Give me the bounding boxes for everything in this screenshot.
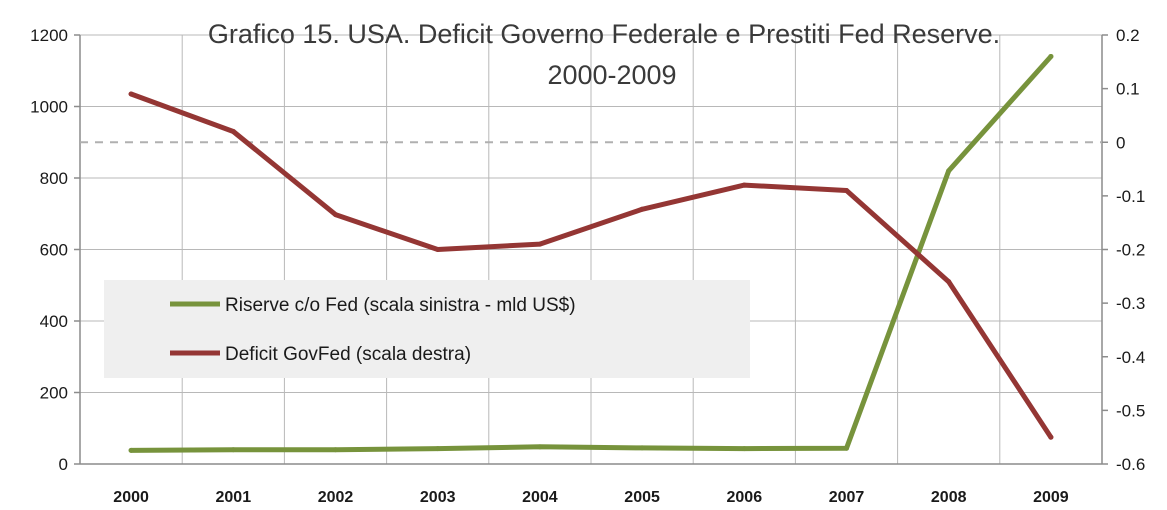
chart-title-line-1: Grafico 15. USA. Deficit Governo Federal… <box>208 19 1000 49</box>
legend-label-deficit: Deficit GovFed (scala destra) <box>225 344 471 365</box>
x-tick-label: 2009 <box>1033 489 1069 506</box>
left-tick-label: 200 <box>40 384 68 403</box>
grid-lines <box>79 34 1103 465</box>
x-tick-label: 2008 <box>931 489 967 506</box>
right-tick-label: 0.1 <box>1116 80 1140 99</box>
point-riserve-2002 <box>333 447 338 453</box>
left-tick-label: 0 <box>59 455 68 474</box>
right-tick-label: -0.1 <box>1116 187 1145 206</box>
x-tick-label: 2005 <box>624 489 660 506</box>
right-tick-label: 0.2 <box>1116 26 1140 45</box>
point-riserve-2007 <box>844 445 849 451</box>
point-riserve-2003 <box>435 446 441 452</box>
legend <box>104 280 750 378</box>
point-deficit-2000 <box>128 91 134 97</box>
left-tick-label: 400 <box>40 312 68 331</box>
left-tick-label: 1200 <box>30 26 68 45</box>
x-tick-label: 2000 <box>113 489 149 506</box>
x-tick-label: 2001 <box>216 489 252 506</box>
right-tick-label: -0.3 <box>1116 294 1145 313</box>
x-tick-label: 2003 <box>420 489 456 506</box>
point-riserve-2009 <box>1048 53 1054 59</box>
x-tick-label: 2004 <box>522 489 558 506</box>
right-tick-label: -0.6 <box>1116 455 1145 474</box>
point-deficit-2006 <box>741 182 747 188</box>
left-tick-label: 800 <box>40 169 68 188</box>
right-tick-label: -0.5 <box>1116 401 1145 420</box>
x-tick-label: 2002 <box>318 489 354 506</box>
right-tick-label: -0.2 <box>1116 241 1145 260</box>
x-tick-label: 2006 <box>727 489 763 506</box>
point-riserve-2008 <box>946 168 952 174</box>
right-tick-label: -0.4 <box>1116 348 1145 367</box>
left-tick-label: 600 <box>40 241 68 260</box>
point-deficit-2002 <box>333 212 338 218</box>
series-line-deficit <box>128 91 1054 440</box>
point-riserve-2001 <box>230 447 236 453</box>
axes <box>74 34 1108 465</box>
legend-label-riserve: Riserve c/o Fed (scala sinistra - mld US… <box>225 295 576 316</box>
point-deficit-2003 <box>435 247 441 252</box>
point-deficit-2005 <box>639 206 645 212</box>
tick-labels: 0 200 400 600 800 1000 1200 -0.6 -0.5 -0.4 -0.3 -0.… <box>30 26 1145 506</box>
x-tick-label: 2007 <box>829 489 865 506</box>
point-deficit-2007 <box>844 188 849 194</box>
right-tick-label: 0 <box>1116 133 1125 152</box>
point-deficit-2008 <box>946 279 952 285</box>
series-line-riserve <box>128 54 1054 453</box>
left-tick-label: 1000 <box>30 98 68 117</box>
point-deficit-2009 <box>1048 434 1054 440</box>
chart-title-line-2: 2000-2009 <box>547 60 676 90</box>
point-riserve-2004 <box>537 444 543 450</box>
point-riserve-2005 <box>639 445 645 451</box>
series-lines <box>128 53 1054 453</box>
point-riserve-2006 <box>741 446 747 452</box>
point-deficit-2004 <box>537 241 543 247</box>
point-riserve-2000 <box>128 447 134 453</box>
point-deficit-2001 <box>230 129 236 135</box>
